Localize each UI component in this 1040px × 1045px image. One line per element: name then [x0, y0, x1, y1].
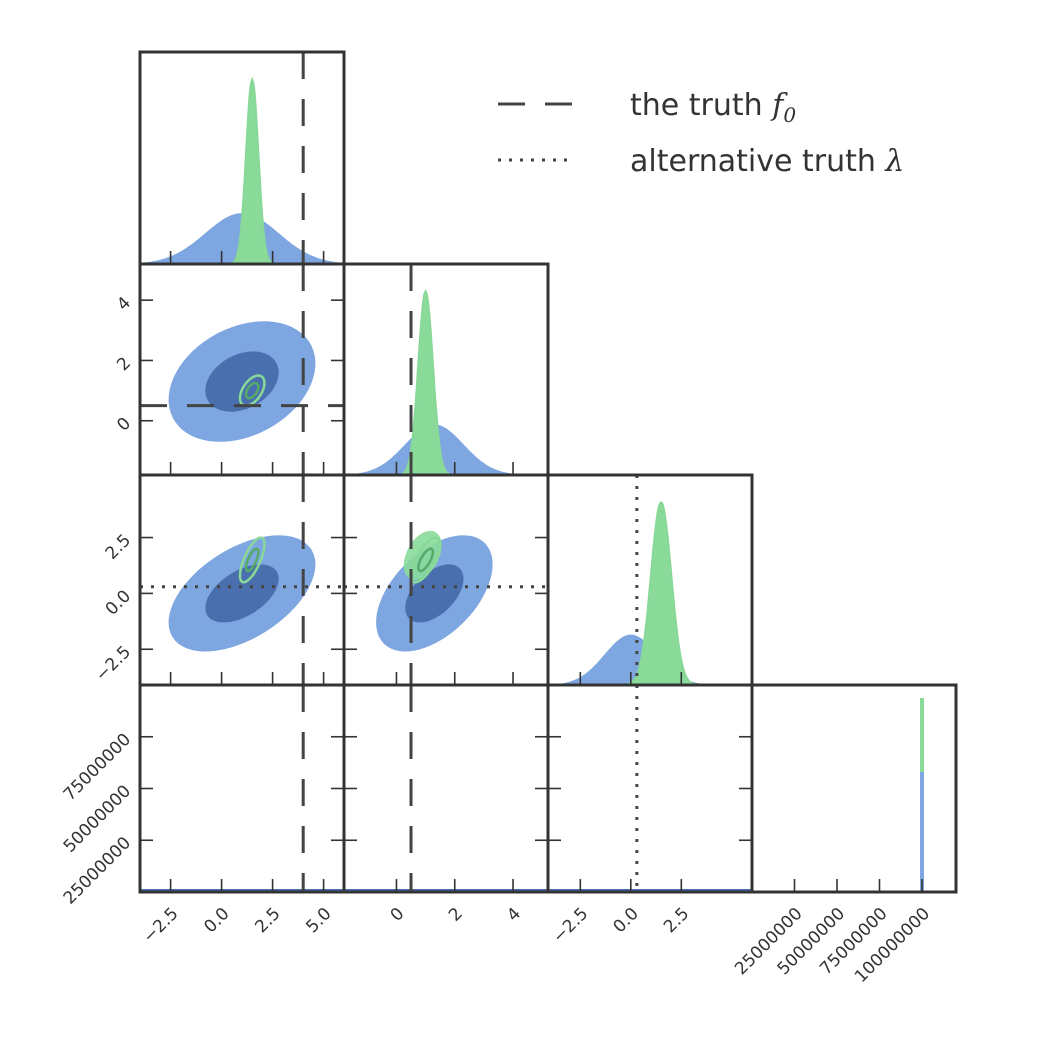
panel-1-0 [138, 262, 346, 477]
x-tick-label: 5.0 [302, 904, 335, 937]
legend: the truth f0 alternative truth λ [498, 88, 904, 179]
panel-2-0 [138, 473, 346, 687]
panel-frame [546, 683, 754, 894]
panel-content [548, 475, 752, 685]
x-tick-label: −2.5 [549, 904, 592, 947]
panel-3-1 [342, 683, 550, 894]
contour-green-inner [244, 381, 260, 400]
panel-frame [342, 683, 550, 894]
y-tick-label: −2.5 [92, 642, 135, 685]
panel-3-0 [138, 683, 346, 894]
panel-2-2 [546, 473, 754, 687]
panel-content [140, 475, 344, 685]
legend-truth-subscript: 0 [783, 103, 796, 127]
panel-content [548, 685, 752, 892]
panel-frame [750, 683, 958, 894]
panels-layer: −2.5 0.0 2.5 5.0 0 2 4 −2.5 0.0 2.5 25000000500000… [60, 50, 958, 987]
contour-blue-inner [205, 564, 279, 623]
x-tick-label: 2 [445, 904, 467, 926]
y-tick-label: 2 [113, 353, 135, 375]
legend-alt-truth-text: alternative truth [630, 144, 885, 179]
y-tick-label: 0 [113, 414, 135, 436]
panel-0-0 [138, 50, 346, 266]
x-tick-label: −2.5 [139, 904, 182, 947]
x-tick-label: 0 [387, 904, 409, 926]
x-tick-label: 0.0 [200, 904, 233, 937]
x-tick-label: 4 [503, 904, 525, 926]
x-tick-label: 0.0 [610, 904, 643, 937]
y-tick-label: 2.5 [102, 530, 135, 563]
panel-content [344, 264, 548, 475]
x-tick-labels: −2.5 0.0 2.5 5.0 0 2 4 −2.5 0.0 2.5 25000000500000… [139, 904, 934, 987]
panel-content [140, 264, 344, 475]
x-tick-label: 2.5 [251, 904, 284, 937]
y-tick-label: 4 [113, 293, 135, 315]
panel-content [344, 685, 548, 892]
contour-green-inner [244, 547, 260, 573]
marginal-blue [344, 424, 548, 475]
panel-3-3 [750, 683, 958, 894]
contour-green-outer [238, 536, 266, 584]
marginal-green-edge [548, 501, 752, 685]
panel-content [140, 685, 344, 892]
contour-green-inner [417, 547, 435, 573]
panel-3-2 [546, 683, 754, 894]
bar-blue [920, 772, 924, 892]
panel-content [920, 698, 924, 892]
contour-blue-inner [405, 564, 464, 623]
legend-truth-label: the truth f0 [630, 88, 796, 127]
legend-alt-truth-label: alternative truth λ [630, 144, 904, 179]
marginal-green-edge [344, 289, 548, 475]
y-tick-label: 0.0 [102, 586, 135, 619]
legend-alt-truth-symbol: λ [884, 144, 904, 179]
legend-truth-text: the truth [630, 88, 772, 123]
panel-2-1 [342, 473, 550, 687]
panel-content [140, 52, 344, 264]
x-tick-label: 2.5 [660, 904, 693, 937]
marginal-green [140, 79, 344, 264]
panel-frame [138, 683, 346, 894]
marginal-green-edge [140, 76, 344, 264]
contour-green-outer [238, 374, 266, 407]
panel-1-1 [342, 262, 550, 477]
panel-content [344, 475, 548, 685]
